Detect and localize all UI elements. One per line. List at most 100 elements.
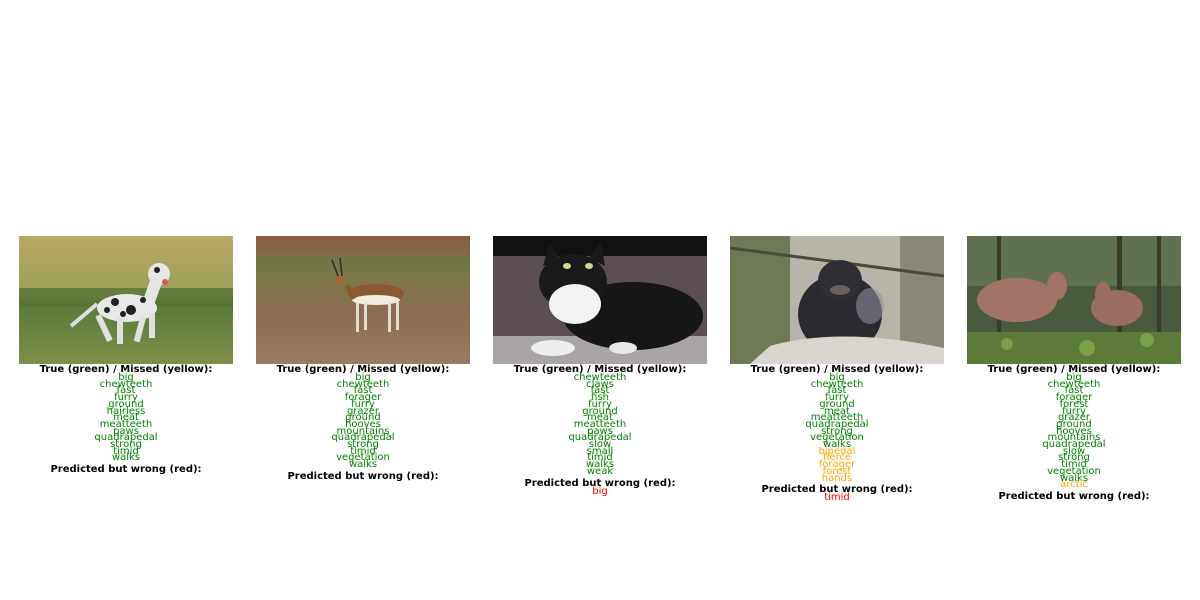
attribute-green: strong xyxy=(347,439,379,451)
attribute-green: meatteeth xyxy=(99,418,153,430)
attribute-green: forest xyxy=(1059,398,1089,410)
attribute-green: big xyxy=(829,372,845,383)
attribute-yellow: fierce xyxy=(823,452,851,464)
attribute-green: meatteeth xyxy=(573,418,627,430)
attribute-caption: True (green) / Missed (yellow): chewteet… xyxy=(493,364,707,497)
attribute-green: walks xyxy=(348,459,378,471)
true-missed-header: True (green) / Missed (yellow): xyxy=(750,364,924,375)
attribute-red: big xyxy=(592,485,608,497)
attribute-green: big xyxy=(1066,372,1082,383)
attribute-green: walks xyxy=(822,439,852,451)
attribute-green: timid xyxy=(1061,459,1087,471)
attribute-green: strong xyxy=(821,425,853,437)
attribute-green: meat xyxy=(824,405,850,417)
attribute-green: paws xyxy=(113,425,139,437)
true-missed-list: big chewteeth fast forager forest furry grazer… xyxy=(967,372,1181,491)
predicted-wrong-list: timid xyxy=(730,492,944,504)
predicted-wrong-header: Predicted but wrong (red): xyxy=(524,477,676,489)
attribute-green: vegetation xyxy=(336,452,390,464)
attribute-green: grazer xyxy=(1057,412,1091,424)
attribute-green: fast xyxy=(590,385,610,397)
attribute-green: furry xyxy=(825,392,849,404)
attribute-green: big xyxy=(355,372,371,383)
attribute-green: strong xyxy=(110,439,142,451)
attribute-yellow: bipedal xyxy=(818,445,856,457)
attribute-green: chewteeth xyxy=(99,378,153,390)
attribute-green: meatteeth xyxy=(810,412,864,424)
attribute-green: walks xyxy=(585,459,615,471)
attribute-green: quadrapedal xyxy=(805,418,869,430)
attribute-green: quadrapedal xyxy=(1042,439,1106,451)
attribute-green: ground xyxy=(345,412,381,424)
attribute-green: mountains xyxy=(336,425,390,437)
attribute-green: claws xyxy=(586,378,614,390)
true-missed-header: True (green) / Missed (yellow): xyxy=(513,364,687,375)
attribute-yellow: hands xyxy=(821,472,853,484)
attribute-green: forager xyxy=(1055,392,1093,404)
attribute-yellow: forest xyxy=(822,465,852,477)
attribute-green: furry xyxy=(588,398,612,410)
animal-photo-moose xyxy=(967,236,1181,364)
true-missed-list: chewteeth claws fast fish furry ground meat mea… xyxy=(493,373,707,477)
attribute-green: meat xyxy=(113,412,139,424)
predicted-wrong-list: big xyxy=(493,485,707,497)
true-missed-header: True (green) / Missed (yellow): xyxy=(987,364,1161,375)
attribute-green: timid xyxy=(350,445,376,457)
attribute-yellow: arctic xyxy=(1060,479,1088,491)
attribute-green: chewteeth xyxy=(810,378,864,390)
attribute-green: fish xyxy=(591,392,609,404)
animal-photo-dalmatian xyxy=(19,236,233,364)
attribute-green: chewteeth xyxy=(1047,378,1101,390)
attribute-green: chewteeth xyxy=(336,378,390,390)
attribute-green: ground xyxy=(1056,418,1092,430)
attribute-green: fast xyxy=(353,385,373,397)
predicted-wrong-header: Predicted but wrong (red): xyxy=(998,490,1150,502)
attribute-green: hooves xyxy=(1056,425,1092,437)
attribute-green: ground xyxy=(108,398,144,410)
attribute-green: furry xyxy=(1062,405,1086,417)
true-missed-header: True (green) / Missed (yellow): xyxy=(39,364,213,375)
attribute-green: vegetation xyxy=(810,432,864,444)
attribute-green: walks xyxy=(1059,472,1089,484)
attribute-green: fast xyxy=(827,385,847,397)
attribute-caption: True (green) / Missed (yellow): big chewt… xyxy=(19,364,233,475)
animal-photo-cat xyxy=(493,236,707,364)
attribute-green: big xyxy=(118,372,134,383)
attribute-green: slow xyxy=(1062,445,1086,457)
attribute-green: ground xyxy=(582,405,618,417)
attribute-caption: True (green) / Missed (yellow): big chewt… xyxy=(730,364,944,504)
predicted-wrong-header: Predicted but wrong (red): xyxy=(50,464,202,476)
attribute-green: weak xyxy=(586,465,614,477)
attribute-green: strong xyxy=(1058,452,1090,464)
attribute-caption: True (green) / Missed (yellow): big chewt… xyxy=(967,364,1181,502)
attribute-green: slow xyxy=(588,439,612,451)
true-missed-list: big chewteeth fast furry ground meat meatteeth… xyxy=(730,372,944,484)
animal-photo-antelope xyxy=(256,236,470,364)
attribute-green: walks xyxy=(111,452,141,464)
true-missed-list: big chewteeth fast furry ground hairless meat m… xyxy=(19,372,233,464)
sample-panel-5: True (green) / Missed (yellow): big chewt… xyxy=(967,236,1181,502)
attribute-yellow: forager xyxy=(818,459,856,471)
attribute-green: quadrapedal xyxy=(331,432,395,444)
attribute-green: fast xyxy=(116,385,136,397)
attribute-green: grazer xyxy=(346,405,380,417)
attribute-green: meat xyxy=(587,412,613,424)
predicted-wrong-header: Predicted but wrong (red): xyxy=(287,470,439,482)
true-missed-header: True (green) / Missed (yellow): xyxy=(276,364,450,375)
true-missed-list: big chewteeth fast forager furry grazer ground… xyxy=(256,372,470,471)
attribute-green: quadrapedal xyxy=(568,432,632,444)
attribute-green: quadrapedal xyxy=(94,432,158,444)
attribute-green: vegetation xyxy=(1047,465,1101,477)
sample-panel-4: True (green) / Missed (yellow): big chewt… xyxy=(730,236,944,504)
sample-panel-1: True (green) / Missed (yellow): big chewt… xyxy=(19,236,233,475)
animal-photo-gorilla xyxy=(730,236,944,364)
attribute-green: mountains xyxy=(1047,432,1101,444)
attribute-green: timid xyxy=(587,452,613,464)
attribute-red: timid xyxy=(824,492,850,504)
attribute-green: ground xyxy=(819,398,855,410)
attribute-caption: True (green) / Missed (yellow): big chewt… xyxy=(256,364,470,482)
attribute-green: forager xyxy=(344,392,382,404)
predicted-wrong-header: Predicted but wrong (red): xyxy=(761,484,913,496)
attribute-green: furry xyxy=(114,392,138,404)
sample-panel-2: True (green) / Missed (yellow): big chewt… xyxy=(256,236,470,482)
